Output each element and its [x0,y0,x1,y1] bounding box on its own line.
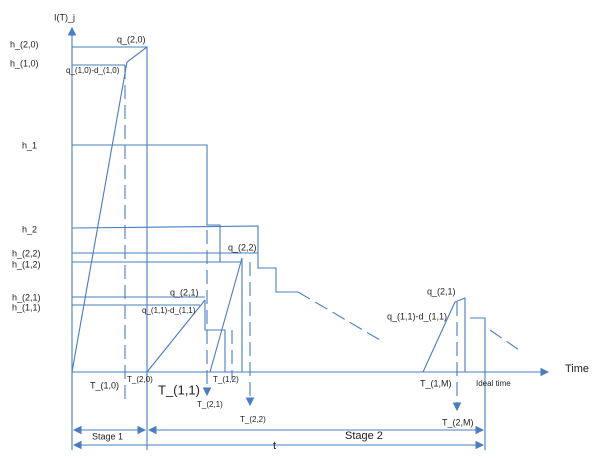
quantity: q_(2,0) [117,34,146,44]
level: h_(1,2) [12,259,41,269]
x-axis-label: Time [565,363,589,375]
level: h_(2,0) [10,39,39,49]
quantity: q_(1,1)-d_(1,1) [387,311,447,321]
time: T_(2,M) [442,417,474,427]
level: h_(1,0) [10,58,39,68]
time: T_(2,2) [240,415,266,424]
stage-label: Stage 2 [345,430,383,442]
time: Ideal time [476,379,511,388]
quantity: q_(1,1)-d_(1,1) [142,306,196,315]
level: h_(2,1) [12,292,41,302]
level: h_2 [22,224,37,234]
stage-label: Stage 1 [92,431,123,441]
time: T_(1,0) [90,380,119,390]
time: T_(2,0) [127,375,153,384]
quantity: q_(2,2) [228,242,257,252]
level: h_(2,2) [12,248,41,258]
shapes [67,26,550,450]
level: h_(1,1) [12,302,41,312]
y-axis-label: I(T)_j [54,12,75,22]
time: T_(1,1) [158,382,200,397]
time: T_(1,M) [420,378,452,388]
time: T_(1,2) [213,375,239,384]
time: T_(2,1) [197,400,223,409]
quantity: q_(1,0)-d_(1,0) [66,66,120,75]
quantity: q_(2,1) [170,287,199,297]
level: h_1 [22,140,37,150]
total-label: t [273,440,276,452]
quantity: q_(2,1) [427,286,456,296]
